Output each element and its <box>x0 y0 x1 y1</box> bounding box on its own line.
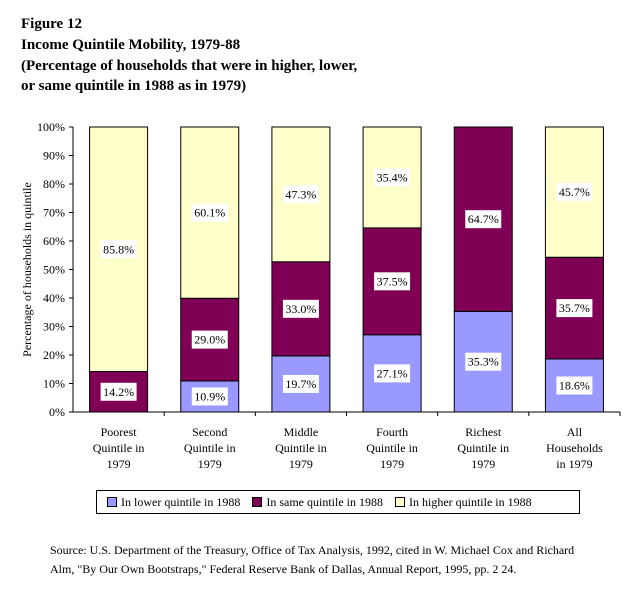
data-label-box <box>465 352 502 371</box>
legend-swatch-higher <box>394 497 405 507</box>
data-label: 60.1% <box>194 206 225 220</box>
legend-label-higher: In higher quintile in 1988 <box>408 494 532 509</box>
category-label: Households <box>546 441 603 455</box>
data-label-box <box>465 210 502 229</box>
data-label-box <box>556 183 593 202</box>
legend-item-same: In same quintile in 1988 <box>252 495 383 510</box>
y-tick-label: 20% <box>43 348 65 362</box>
y-tick-label: 40% <box>43 291 65 305</box>
category-label: Middle <box>284 425 319 439</box>
y-axis-label: Percentage of households in quintile <box>20 182 34 357</box>
category-label: 1979 <box>471 457 495 471</box>
data-label: 85.8% <box>103 242 134 256</box>
data-label-box <box>282 374 319 393</box>
legend-label-same: In same quintile in 1988 <box>266 494 383 509</box>
stacked-bar-chart: 0% 10% 20% 30% 40% 50% 60% 70% 80% 90% 100% Percent… <box>20 120 621 471</box>
data-label: 29.0% <box>194 333 225 347</box>
y-tick-label: 90% <box>43 149 65 163</box>
category-label: Quintile in <box>93 441 145 455</box>
category-label: Richest <box>465 425 502 439</box>
y-tick-label: 70% <box>43 206 65 220</box>
source-note: Source: U.S. Department of the Treasury,… <box>50 543 575 576</box>
chart-subtitle-line1: (Percentage of households that were in h… <box>21 58 358 74</box>
data-label-box <box>100 382 137 401</box>
data-label-box <box>374 168 411 187</box>
category-label: in 1979 <box>556 457 592 471</box>
chart-title: Income Quintile Mobility, 1979-88 <box>21 37 241 53</box>
data-label-box <box>100 240 137 259</box>
data-label: 19.7% <box>285 377 316 391</box>
data-label: 35.3% <box>468 355 499 369</box>
category-label: Quintile in <box>457 441 509 455</box>
y-tick-label: 10% <box>43 377 65 391</box>
category-label: Quintile in <box>366 441 418 455</box>
data-label-box <box>191 203 228 222</box>
category-label: Poorest <box>101 425 138 439</box>
legend-swatch-same <box>252 497 263 507</box>
y-tick-label: 60% <box>43 234 65 248</box>
data-label-box <box>556 299 593 318</box>
figure-label: Figure 12 <box>21 16 82 32</box>
category-label: 1979 <box>107 457 131 471</box>
category-label: Second <box>192 425 227 439</box>
data-label-box <box>282 185 319 204</box>
data-label-box <box>374 272 411 291</box>
category-label: 1979 <box>380 457 404 471</box>
data-label-box <box>374 364 411 383</box>
y-tick-label: 100% <box>37 120 65 134</box>
data-label: 27.1% <box>377 366 408 380</box>
category-label: 1979 <box>198 457 222 471</box>
legend-label-lower: In lower quintile in 1988 <box>121 494 241 509</box>
y-tick-label: 0% <box>49 405 65 419</box>
data-label: 18.6% <box>559 378 590 392</box>
category-label: 1979 <box>289 457 313 471</box>
data-label: 37.5% <box>377 274 408 288</box>
y-tick-label: 50% <box>43 263 65 277</box>
data-label: 45.7% <box>559 185 590 199</box>
category-label: Quintile in <box>184 441 236 455</box>
y-tick-label: 80% <box>43 177 65 191</box>
category-label: Quintile in <box>275 441 327 455</box>
data-label: 47.3% <box>285 187 316 201</box>
data-label: 10.9% <box>194 389 225 403</box>
data-label-box <box>191 330 228 349</box>
category-label: All <box>567 425 583 439</box>
data-label: 35.7% <box>559 301 590 315</box>
chart-subtitle-line2: or same quintile in 1988 as in 1979) <box>21 78 247 94</box>
y-tick-label: 30% <box>43 320 65 334</box>
data-label: 35.4% <box>377 170 408 184</box>
legend-swatch-lower <box>107 497 117 507</box>
legend-item-higher: In higher quintile in 1988 <box>394 494 532 510</box>
data-label: 14.2% <box>103 385 134 399</box>
legend-item-lower: In lower quintile in 1988 <box>107 495 240 510</box>
data-label-box <box>282 299 319 318</box>
data-label: 64.7% <box>468 212 499 226</box>
chart-legend: In lower quintile in 1988 In same quinti… <box>96 490 580 514</box>
data-label-box <box>556 376 593 395</box>
data-label: 33.0% <box>285 302 316 316</box>
data-label-box <box>191 387 228 406</box>
category-label: Fourth <box>376 425 408 439</box>
